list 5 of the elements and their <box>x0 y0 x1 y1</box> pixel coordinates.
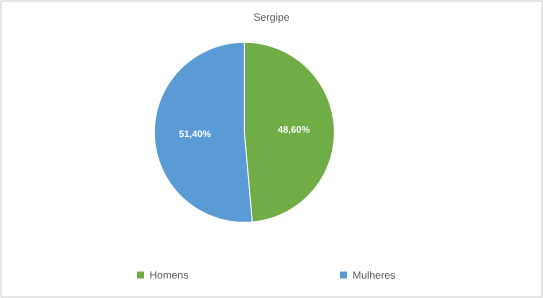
data-label: 48,60% <box>278 126 310 134</box>
chart-title: Sergipe <box>254 13 290 23</box>
legend-label: Mulheres <box>353 271 396 279</box>
data-label: 51,40% <box>179 130 211 139</box>
legend-label: Homens <box>150 271 188 279</box>
